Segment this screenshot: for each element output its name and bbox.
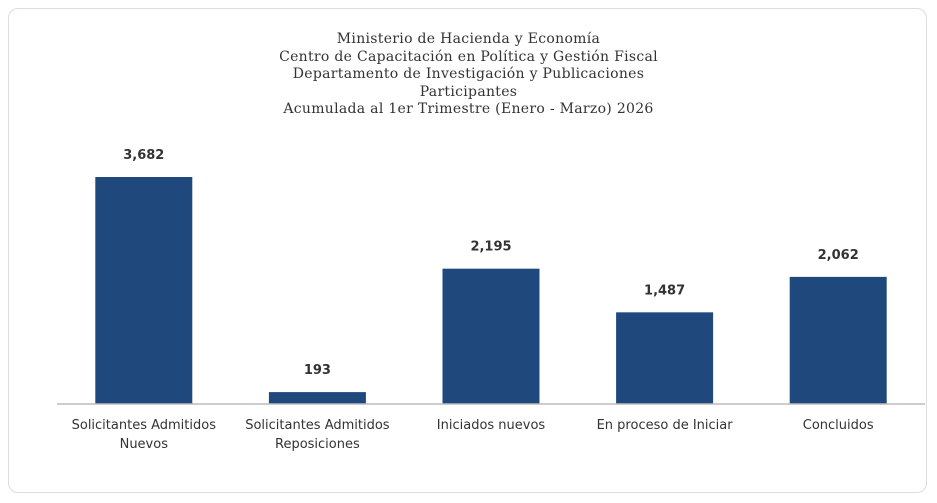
- title-line: Acumulada al 1er Trimestre (Enero - Marz…: [283, 101, 654, 117]
- bar: [616, 312, 714, 404]
- value-label: 1,487: [644, 283, 685, 298]
- value-label: 2,062: [818, 248, 859, 263]
- title-line: Ministerio de Hacienda y Economía: [336, 31, 601, 47]
- x-tick-label: Iniciados nuevos: [436, 418, 546, 433]
- value-label: 2,195: [470, 240, 511, 255]
- bar: [268, 392, 366, 404]
- title-line: Participantes: [419, 83, 518, 100]
- bar: [95, 177, 193, 404]
- value-label: 3,682: [123, 148, 164, 163]
- card: [8, 8, 927, 493]
- bar: [789, 276, 887, 404]
- title-line: Departamento de Investigación y Publicac…: [292, 66, 645, 82]
- bar: [442, 268, 540, 404]
- x-tick-label: Solicitantes Admitidos Reposiciones: [245, 418, 390, 452]
- value-label: 193: [304, 363, 331, 378]
- x-tick-label: En proceso de Iniciar: [596, 418, 733, 433]
- x-tick-label: Solicitantes Admitidos Nuevos: [71, 418, 216, 452]
- chart-title: Ministerio de Hacienda y Economía Centro …: [0, 31, 937, 119]
- title-line: Centro de Capacitación en Política y Ges…: [279, 48, 658, 65]
- x-tick-label: Concluidos: [802, 418, 874, 433]
